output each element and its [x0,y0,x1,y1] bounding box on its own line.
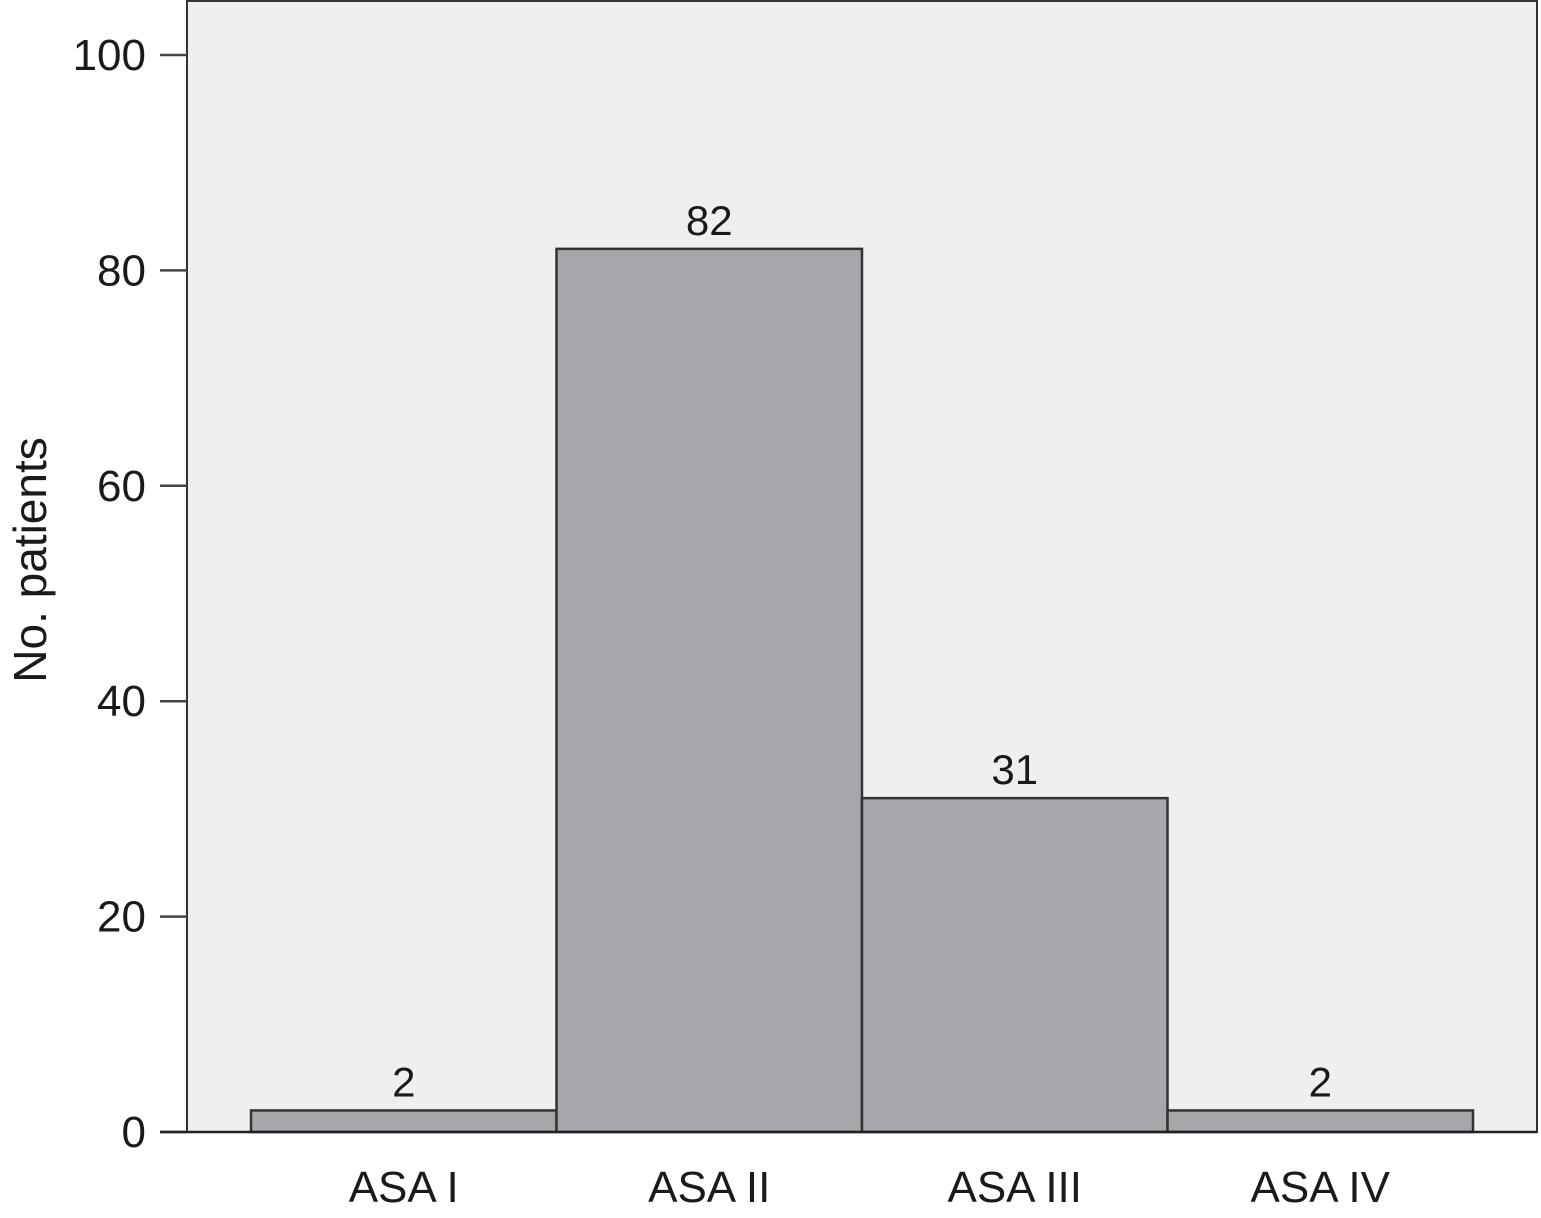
y-axis-label: No. patients [4,437,56,682]
bar-asa-iii [860,796,1169,1134]
y-tick-label: 80 [97,246,146,295]
bar-asa-iv [1166,1109,1475,1134]
data-label: 2 [1309,1058,1332,1105]
data-label: 2 [392,1058,415,1105]
x-tick-label: ASA III [947,1163,1082,1212]
y-tick-label: 20 [97,893,146,942]
x-tick-label: ASA IV [1251,1163,1391,1212]
y-tick-label: 100 [73,31,146,80]
data-label: 82 [686,197,733,244]
y-tick-label: 0 [122,1108,146,1157]
y-tick-label: 60 [97,462,146,511]
x-tick-label: ASA I [349,1163,459,1212]
y-tick-label: 40 [97,677,146,726]
bar-asa-ii [555,247,864,1134]
data-label: 31 [991,746,1038,793]
bar-asa-i [249,1109,558,1134]
x-tick-label: ASA II [648,1163,770,1212]
